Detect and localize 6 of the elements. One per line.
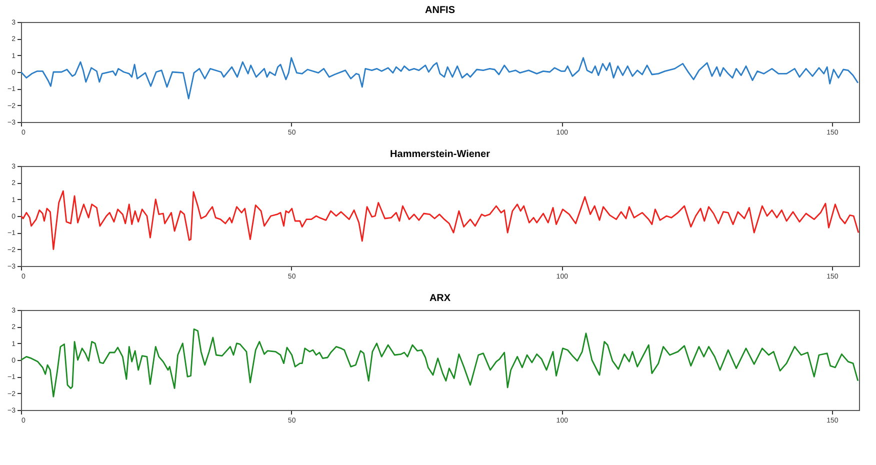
chart-title: ARX bbox=[429, 293, 451, 304]
chart-title: ANFIS bbox=[425, 5, 456, 16]
line-series bbox=[20, 57, 859, 100]
chart-title: Hammerstein-Wiener bbox=[390, 149, 490, 160]
line-series bbox=[20, 328, 859, 398]
line-series bbox=[20, 190, 860, 250]
